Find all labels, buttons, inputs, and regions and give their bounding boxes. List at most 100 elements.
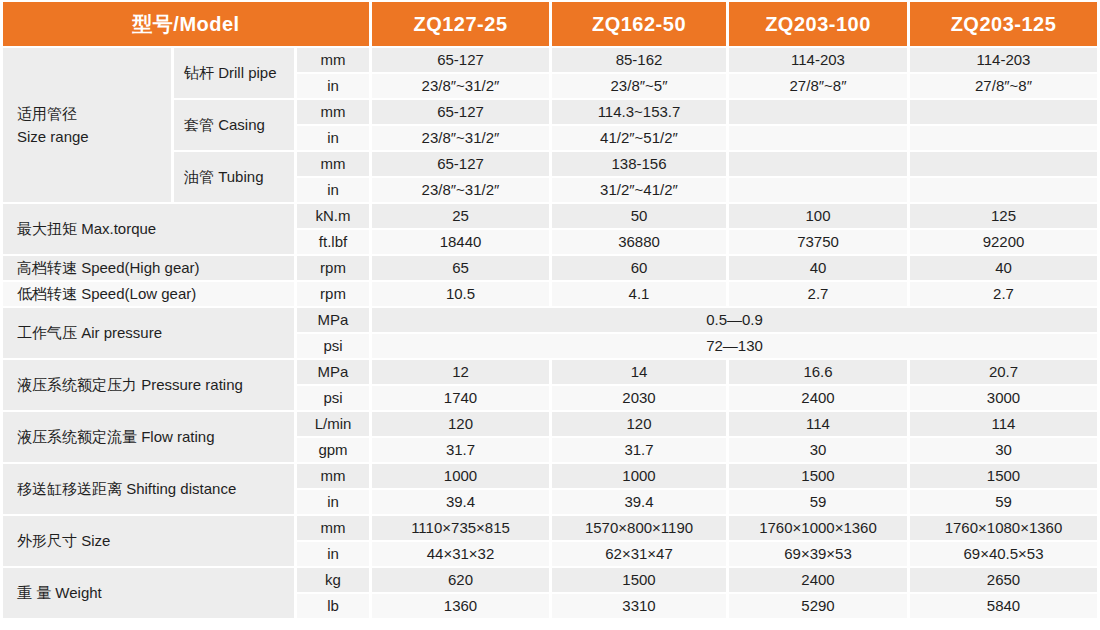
value-cell: 44×31×32 (372, 542, 549, 566)
unit-cell: in (297, 74, 369, 98)
value-cell: 27/8″~8″ (729, 74, 907, 98)
value-cell: 25 (372, 204, 549, 228)
unit-cell: L/min (297, 412, 369, 436)
value-cell (729, 126, 907, 150)
value-cell: 120 (372, 412, 549, 436)
table-row: 液压系统额定流量 Flow ratingL/min120120114114 (3, 412, 1097, 436)
value-cell: 114.3~153.7 (552, 100, 726, 124)
value-cell: 65-127 (372, 100, 549, 124)
row-label: 低档转速 Speed(Low gear) (3, 282, 294, 306)
value-cell: 0.5—0.9 (372, 308, 1097, 332)
table-row: 低档转速 Speed(Low gear)rpm10.54.12.72.7 (3, 282, 1097, 306)
model-column-header: ZQ162-50 (552, 2, 726, 46)
model-column-header: ZQ203-100 (729, 2, 907, 46)
value-cell: 114 (729, 412, 907, 436)
value-cell (729, 100, 907, 124)
value-cell (910, 126, 1097, 150)
value-cell: 2.7 (729, 282, 907, 306)
unit-cell: in (297, 126, 369, 150)
value-cell: 2400 (729, 568, 907, 592)
unit-cell: mm (297, 152, 369, 176)
value-cell: 39.4 (552, 490, 726, 514)
value-cell: 1000 (372, 464, 549, 488)
value-cell: 41/2″~51/2″ (552, 126, 726, 150)
model-column-header: ZQ127-25 (372, 2, 549, 46)
value-cell: 23/8″~31/2″ (372, 74, 549, 98)
value-cell (910, 100, 1097, 124)
table-row: 液压系统额定压力 Pressure ratingMPa121416.620.7 (3, 360, 1097, 384)
value-cell (729, 152, 907, 176)
table-row: 外形尺寸 Sizemm1110×735×8151570×800×11901760… (3, 516, 1097, 540)
value-cell: 60 (552, 256, 726, 280)
value-cell: 2400 (729, 386, 907, 410)
value-cell: 2.7 (910, 282, 1097, 306)
value-cell (729, 178, 907, 202)
unit-cell: psi (297, 334, 369, 358)
value-cell: 65 (372, 256, 549, 280)
unit-cell: mm (297, 516, 369, 540)
value-cell: 59 (729, 490, 907, 514)
value-cell: 50 (552, 204, 726, 228)
unit-cell: rpm (297, 282, 369, 306)
value-cell: 1360 (372, 594, 549, 618)
value-cell: 1760×1000×1360 (729, 516, 907, 540)
row-sublabel: 套管 Casing (174, 100, 294, 150)
spec-table-body: 适用管径 Size range钻杆 Drill pipemm65-12785-1… (3, 48, 1097, 618)
value-cell: 12 (372, 360, 549, 384)
table-row: 最大扭矩 Max.torquekN.m2550100125 (3, 204, 1097, 228)
row-label: 重 量 Weight (3, 568, 294, 618)
value-cell: 4.1 (552, 282, 726, 306)
row-label: 高档转速 Speed(High gear) (3, 256, 294, 280)
value-cell: 40 (729, 256, 907, 280)
value-cell: 30 (729, 438, 907, 462)
value-cell: 23/8″~5″ (552, 74, 726, 98)
value-cell (910, 152, 1097, 176)
value-cell: 23/8″~31/2″ (372, 178, 549, 202)
value-cell: 5290 (729, 594, 907, 618)
model-column-header: ZQ203-125 (910, 2, 1097, 46)
value-cell: 20.7 (910, 360, 1097, 384)
unit-cell: rpm (297, 256, 369, 280)
value-cell: 125 (910, 204, 1097, 228)
value-cell: 36880 (552, 230, 726, 254)
value-cell: 30 (910, 438, 1097, 462)
row-label: 外形尺寸 Size (3, 516, 294, 566)
value-cell: 65-127 (372, 48, 549, 72)
value-cell: 1500 (729, 464, 907, 488)
unit-cell: gpm (297, 438, 369, 462)
value-cell: 62×31×47 (552, 542, 726, 566)
table-row: 适用管径 Size range钻杆 Drill pipemm65-12785-1… (3, 48, 1097, 72)
value-cell: 18440 (372, 230, 549, 254)
value-cell: 10.5 (372, 282, 549, 306)
value-cell: 120 (552, 412, 726, 436)
value-cell (910, 178, 1097, 202)
row-label: 工作气压 Air pressure (3, 308, 294, 358)
unit-cell: in (297, 542, 369, 566)
unit-cell: MPa (297, 308, 369, 332)
value-cell: 31.7 (552, 438, 726, 462)
value-cell: 1740 (372, 386, 549, 410)
model-row-label: 型号/Model (3, 2, 369, 46)
value-cell: 620 (372, 568, 549, 592)
value-cell: 1500 (910, 464, 1097, 488)
unit-cell: mm (297, 48, 369, 72)
unit-cell: mm (297, 100, 369, 124)
table-row: 高档转速 Speed(High gear)rpm65604040 (3, 256, 1097, 280)
unit-cell: mm (297, 464, 369, 488)
value-cell: 100 (729, 204, 907, 228)
value-cell: 1110×735×815 (372, 516, 549, 540)
row-label: 移送缸移送距离 Shifting distance (3, 464, 294, 514)
value-cell: 65-127 (372, 152, 549, 176)
unit-cell: MPa (297, 360, 369, 384)
value-cell: 5840 (910, 594, 1097, 618)
value-cell: 114 (910, 412, 1097, 436)
value-cell: 1760×1080×1360 (910, 516, 1097, 540)
value-cell: 40 (910, 256, 1097, 280)
row-sublabel: 钻杆 Drill pipe (174, 48, 294, 98)
row-label: 液压系统额定流量 Flow rating (3, 412, 294, 462)
value-cell: 114-203 (729, 48, 907, 72)
value-cell: 1570×800×1190 (552, 516, 726, 540)
unit-cell: ft.lbf (297, 230, 369, 254)
value-cell: 27/8″~8″ (910, 74, 1097, 98)
value-cell: 85-162 (552, 48, 726, 72)
